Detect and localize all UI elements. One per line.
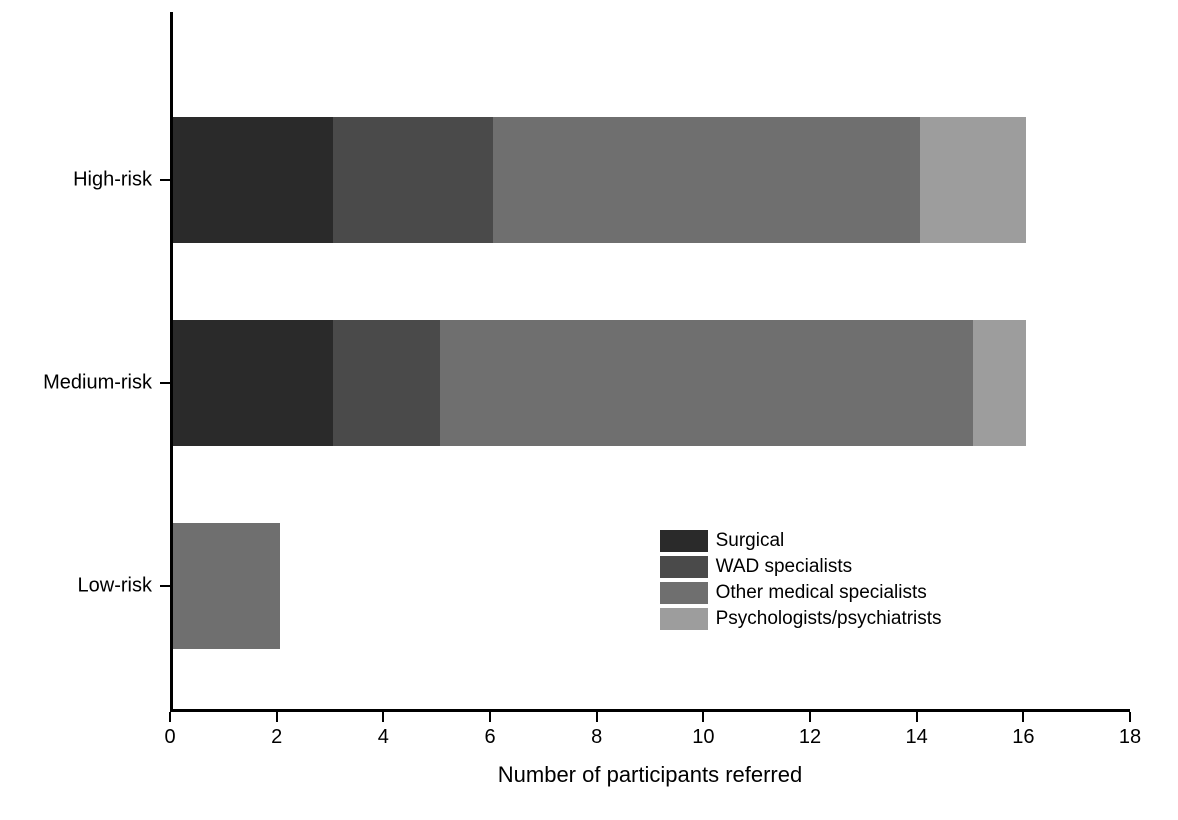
x-tick (596, 712, 598, 722)
x-tick (276, 712, 278, 722)
legend-swatch (660, 608, 708, 630)
y-tick-label: Low-risk (78, 575, 152, 598)
y-tick-label: Medium-risk (43, 372, 152, 395)
bar-segment-wad_specialists (333, 117, 493, 243)
x-tick (809, 712, 811, 722)
legend-item: Other medical specialists (660, 582, 942, 604)
y-tick (160, 585, 170, 587)
bar-row (173, 117, 1026, 243)
legend-item: Psychologists/psychiatrists (660, 608, 942, 630)
bar-segment-wad_specialists (333, 320, 440, 446)
legend: Surgical WAD specialists Other medical spe… (660, 530, 942, 634)
legend-item: Surgical (660, 530, 942, 552)
referral-chart: 0 2 4 6 8 10 12 14 16 18 High-risk Medium-risk Low-… (0, 0, 1178, 820)
x-tick-label: 4 (378, 726, 389, 749)
x-axis-line (170, 709, 1130, 712)
legend-swatch (660, 530, 708, 552)
legend-label: Psychologists/psychiatrists (716, 608, 942, 630)
bar-row (173, 523, 280, 649)
bar-segment-surgical (173, 117, 333, 243)
legend-item: WAD specialists (660, 556, 942, 578)
bar-segment-other_medical_specialists (493, 117, 920, 243)
legend-label: Surgical (716, 530, 785, 552)
bar-row (173, 320, 1026, 446)
bar-segment-other_medical_specialists (173, 523, 280, 649)
x-tick (382, 712, 384, 722)
x-tick-label: 6 (484, 726, 495, 749)
x-tick (1022, 712, 1024, 722)
x-tick-label: 8 (591, 726, 602, 749)
y-tick-label: High-risk (73, 169, 152, 192)
legend-label: Other medical specialists (716, 582, 927, 604)
x-tick-label: 14 (906, 726, 928, 749)
x-tick (169, 712, 171, 722)
x-tick-label: 0 (164, 726, 175, 749)
bar-segment-surgical (173, 320, 333, 446)
x-tick-label: 16 (1012, 726, 1034, 749)
x-tick (489, 712, 491, 722)
x-tick (1129, 712, 1131, 722)
plot-area: 024681012141618 High-riskMedium-riskLow-… (170, 12, 1130, 712)
legend-swatch (660, 582, 708, 604)
x-tick (916, 712, 918, 722)
bar-segment-psychologists_psychiatrists (920, 117, 1027, 243)
y-tick (160, 382, 170, 384)
legend-swatch (660, 556, 708, 578)
x-tick-label: 10 (692, 726, 714, 749)
x-tick-label: 18 (1119, 726, 1141, 749)
bar-segment-psychologists_psychiatrists (973, 320, 1026, 446)
x-tick-label: 2 (271, 726, 282, 749)
x-tick-label: 12 (799, 726, 821, 749)
legend-label: WAD specialists (716, 556, 853, 578)
y-tick (160, 179, 170, 181)
bar-segment-other_medical_specialists (440, 320, 973, 446)
x-tick (702, 712, 704, 722)
x-axis-title: Number of participants referred (170, 762, 1130, 788)
